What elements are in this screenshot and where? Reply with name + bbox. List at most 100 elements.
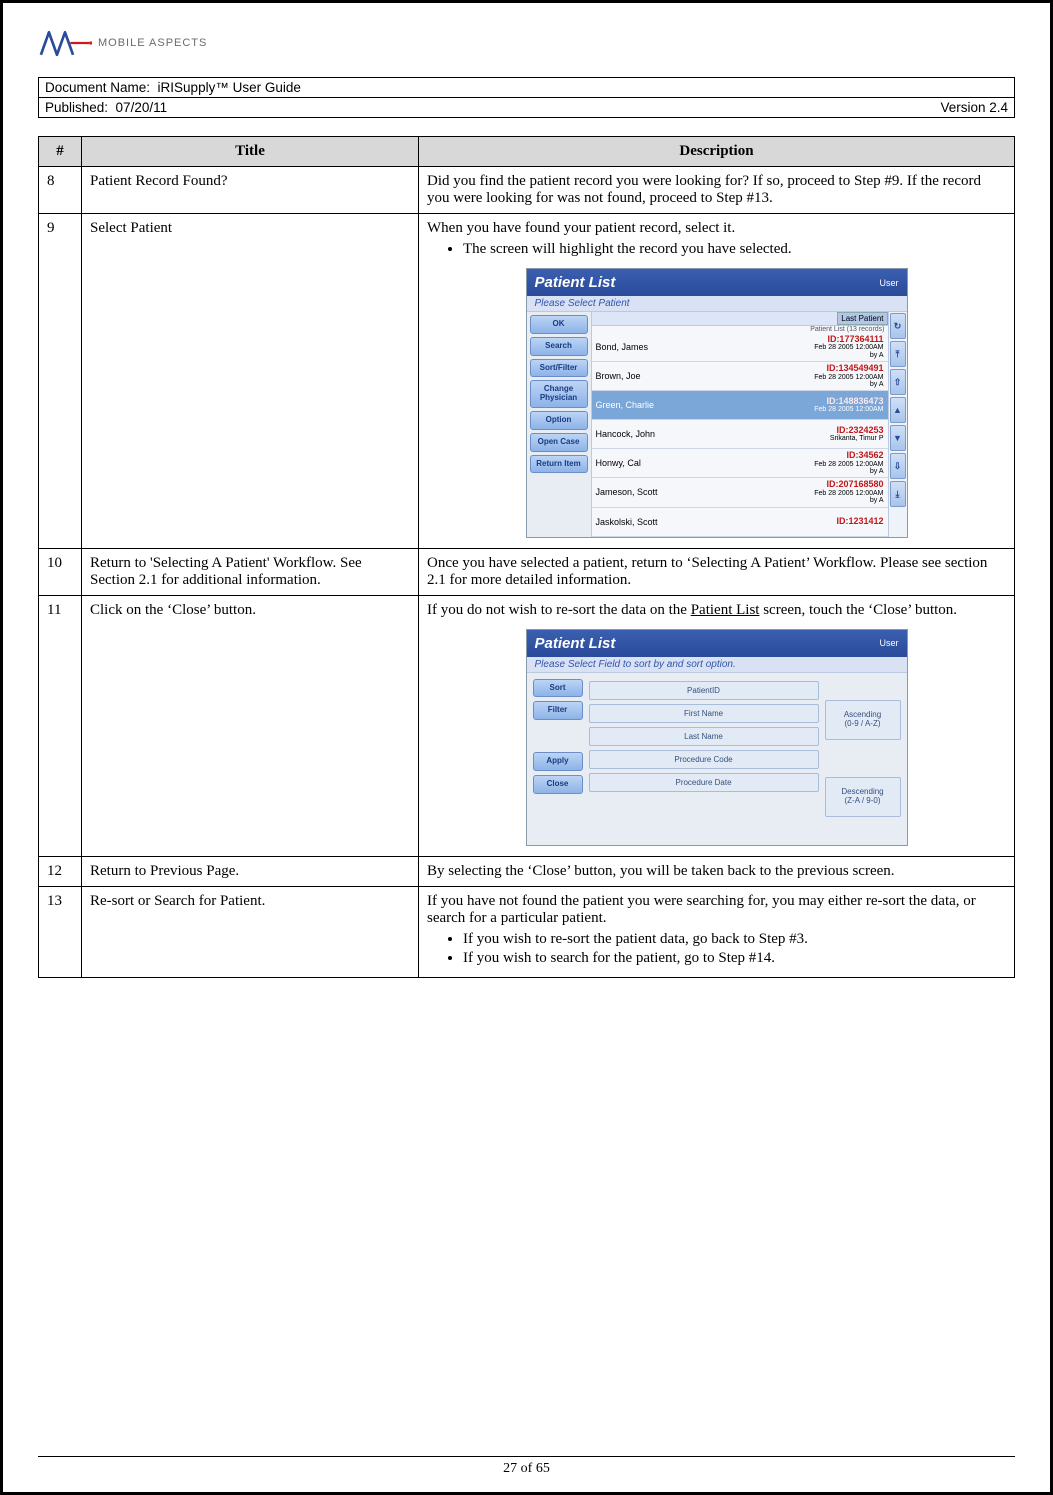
app-subtitle: Please Select Field to sort by and sort …	[527, 657, 907, 673]
logo-text: MOBILE ASPECTS	[98, 37, 207, 49]
meta-version: Version 2.4	[940, 100, 1008, 115]
step-description: Did you find the patient record you were…	[419, 167, 1015, 214]
app-button[interactable]: Option	[530, 411, 588, 430]
sort-order-button[interactable]: Descending (Z-A / 9-0)	[825, 777, 901, 817]
sort-field-button[interactable]: PatientID	[589, 681, 819, 700]
patient-name: Brown, Joe	[596, 371, 815, 381]
sort-order-buttons: Ascending (0-9 / A-Z) Descending (Z-A / 9…	[825, 679, 901, 839]
step-number: 13	[39, 886, 82, 977]
scroll-button[interactable]: ▼	[890, 425, 906, 451]
app-button[interactable]: Return Item	[530, 455, 588, 474]
sort-action-button[interactable]: Close	[533, 775, 583, 794]
header-logo-row: MOBILE ASPECTS	[38, 23, 1015, 63]
step-title: Return to 'Selecting A Patient' Workflow…	[82, 548, 419, 595]
patient-row[interactable]: Honwy, CalID:34562Feb 28 2005 12:00AMby …	[592, 449, 888, 478]
step-number: 12	[39, 856, 82, 886]
step-number: 8	[39, 167, 82, 214]
step-description: By selecting the ‘Close’ button, you wil…	[419, 856, 1015, 886]
step-title: Return to Previous Page.	[82, 856, 419, 886]
app-user-label: User	[879, 278, 898, 288]
scroll-button[interactable]: ⤒	[890, 341, 906, 367]
desc-text: When you have found your patient record,…	[427, 220, 735, 236]
col-header-num: #	[39, 137, 82, 167]
sort-screenshot: Patient List User Please Select Field to…	[526, 629, 908, 846]
app-button[interactable]: Search	[530, 337, 588, 356]
meta-docname-row: Document Name: iRISupply™ User Guide	[39, 78, 1014, 97]
app-title: Patient List	[535, 274, 616, 291]
step-title: Re-sort or Search for Patient.	[82, 886, 419, 977]
sort-order-button[interactable]: Ascending (0-9 / A-Z)	[825, 700, 901, 740]
step-title: Click on the ‘Close’ button.	[82, 595, 419, 856]
app-button[interactable]: OK	[530, 315, 588, 334]
table-row: 10 Return to 'Selecting A Patient' Workf…	[39, 548, 1015, 595]
patient-id-block: ID:34562Feb 28 2005 12:00AMby A	[814, 451, 883, 475]
step-description: When you have found your patient record,…	[419, 214, 1015, 549]
meta-docname-value: iRISupply™ User Guide	[158, 80, 301, 95]
table-row: 13 Re-sort or Search for Patient. If you…	[39, 886, 1015, 977]
patient-name: Jameson, Scott	[596, 487, 815, 497]
patient-id-block: ID:148836473Feb 28 2005 12:00AM	[814, 397, 883, 414]
app-header: Patient List User	[527, 269, 907, 296]
patient-name: Jaskolski, Scott	[596, 517, 837, 527]
sort-action-button[interactable]: Sort	[533, 679, 583, 698]
scroll-button[interactable]: ⤓	[890, 481, 906, 507]
meta-docname-label: Document Name:	[45, 80, 158, 95]
patient-name: Honwy, Cal	[596, 458, 815, 468]
scroll-button[interactable]: ⇩	[890, 453, 906, 479]
document-page: MOBILE ASPECTS Document Name: iRISupply™…	[0, 0, 1053, 1495]
table-header-row: # Title Description	[39, 137, 1015, 167]
app-button[interactable]: Change Physician	[530, 380, 588, 408]
patient-list-area: Last Patient Patient List (13 records) B…	[591, 312, 888, 537]
sort-left-buttons: Sort Filter Apply Close	[533, 679, 583, 839]
list-count: Patient List (13 records)	[592, 326, 888, 333]
sort-field-button[interactable]: Last Name	[589, 727, 819, 746]
patient-id-block: ID:1231412	[836, 517, 883, 526]
app-subtitle: Please Select Patient	[527, 296, 907, 312]
step-number: 10	[39, 548, 82, 595]
table-row: 11 Click on the ‘Close’ button. If you d…	[39, 595, 1015, 856]
meta-published-label: Published:	[45, 100, 116, 115]
app-body: OK Search Sort/Filter Change Physician Optio…	[527, 312, 907, 537]
sort-field-button[interactable]: First Name	[589, 704, 819, 723]
col-header-desc: Description	[419, 137, 1015, 167]
sort-action-button[interactable]: Apply	[533, 752, 583, 771]
app-button[interactable]: Open Case	[530, 433, 588, 452]
scroll-button[interactable]: ↻	[890, 313, 906, 339]
list-top-bar: Last Patient	[592, 312, 888, 326]
step-description: If you have not found the patient you we…	[419, 886, 1015, 977]
app-left-buttons: OK Search Sort/Filter Change Physician Optio…	[527, 312, 591, 537]
last-patient-button[interactable]: Last Patient	[837, 312, 887, 325]
col-header-title: Title	[82, 137, 419, 167]
patient-row[interactable]: Brown, JoeID:134549491Feb 28 2005 12:00A…	[592, 362, 888, 391]
bullet-item: The screen will highlight the record you…	[463, 241, 1006, 258]
patient-row[interactable]: Jaskolski, ScottID:1231412	[592, 508, 888, 537]
app-header: Patient List User	[527, 630, 907, 657]
sort-field-button[interactable]: Procedure Date	[589, 773, 819, 792]
step-title: Select Patient	[82, 214, 419, 549]
table-row: 12 Return to Previous Page. By selecting…	[39, 856, 1015, 886]
bullet-item: If you wish to re-sort the patient data,…	[463, 931, 1006, 948]
patient-id-block: ID:177364111Feb 28 2005 12:00AMby A	[814, 335, 883, 359]
step-title: Patient Record Found?	[82, 167, 419, 214]
sort-action-button[interactable]: Filter	[533, 701, 583, 720]
step-description: If you do not wish to re-sort the data o…	[419, 595, 1015, 856]
bullet-item: If you wish to search for the patient, g…	[463, 950, 1006, 967]
patient-row[interactable]: Green, CharlieID:148836473Feb 28 2005 12…	[592, 391, 888, 420]
patient-row[interactable]: Hancock, JohnID:2324253Srikanta, Timur P	[592, 420, 888, 449]
steps-table: # Title Description 8 Patient Record Fou…	[38, 136, 1015, 978]
patient-list-link: Patient List	[691, 602, 760, 618]
app-title: Patient List	[535, 635, 616, 652]
patient-row[interactable]: Bond, JamesID:177364111Feb 28 2005 12:00…	[592, 333, 888, 362]
sort-fields: PatientID First Name Last Name Procedure Co…	[589, 679, 819, 839]
patient-rows: Bond, JamesID:177364111Feb 28 2005 12:00…	[592, 333, 888, 537]
doc-meta-box: Document Name: iRISupply™ User Guide Pub…	[38, 77, 1015, 118]
app-button[interactable]: Sort/Filter	[530, 359, 588, 378]
sort-field-button[interactable]: Procedure Code	[589, 750, 819, 769]
step-description: Once you have selected a patient, return…	[419, 548, 1015, 595]
patient-list-screenshot: Patient List User Please Select Patient …	[526, 268, 908, 538]
sort-body: Sort Filter Apply Close PatientID First Name…	[527, 673, 907, 845]
scroll-button[interactable]: ▲	[890, 397, 906, 423]
patient-row[interactable]: Jameson, ScottID:207168580Feb 28 2005 12…	[592, 478, 888, 507]
scroll-button[interactable]: ⇧	[890, 369, 906, 395]
bullet-list: If you wish to re-sort the patient data,…	[427, 931, 1006, 967]
